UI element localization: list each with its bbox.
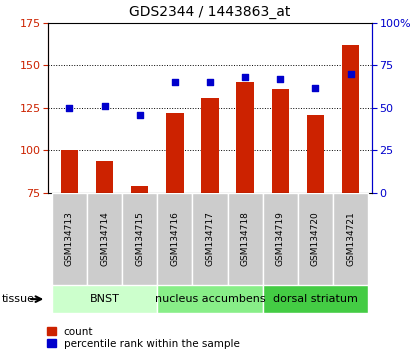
Bar (87, 193, 122, 285)
Bar (122, 193, 157, 285)
Bar (298, 193, 333, 285)
Text: nucleus accumbens: nucleus accumbens (155, 294, 265, 304)
Bar (263, 285, 368, 313)
Point (277, 76, 284, 82)
Text: GSM134720: GSM134720 (311, 212, 320, 266)
Bar (52, 193, 87, 285)
Point (207, 80, 213, 85)
Point (171, 80, 178, 85)
Point (101, 103, 108, 109)
Text: GSM134718: GSM134718 (241, 211, 249, 267)
Point (312, 85, 319, 90)
Point (66, 105, 73, 111)
Text: dorsal striatum: dorsal striatum (273, 294, 358, 304)
Text: GSM134715: GSM134715 (135, 211, 144, 267)
Bar (166, 113, 184, 193)
Text: BNST: BNST (89, 294, 119, 304)
Bar (307, 115, 324, 193)
Text: GSM134719: GSM134719 (276, 211, 285, 267)
Bar (342, 45, 360, 193)
Bar (271, 89, 289, 193)
Legend: count, percentile rank within the sample: count, percentile rank within the sample (47, 327, 240, 349)
Title: GDS2344 / 1443863_at: GDS2344 / 1443863_at (129, 5, 291, 19)
Bar (157, 193, 192, 285)
Bar (228, 193, 263, 285)
Text: GSM134714: GSM134714 (100, 212, 109, 266)
Bar (333, 193, 368, 285)
Point (242, 75, 249, 80)
Bar (236, 82, 254, 193)
Bar (52, 285, 157, 313)
Text: tissue: tissue (2, 294, 35, 304)
Bar (201, 98, 219, 193)
Point (347, 71, 354, 77)
Text: GSM134713: GSM134713 (65, 211, 74, 267)
Text: GSM134721: GSM134721 (346, 212, 355, 266)
Text: GSM134717: GSM134717 (205, 211, 215, 267)
Text: GSM134716: GSM134716 (171, 211, 179, 267)
Bar (157, 285, 263, 313)
Point (136, 112, 143, 118)
Bar (192, 193, 228, 285)
Bar (96, 161, 113, 193)
Bar (263, 193, 298, 285)
Bar (131, 186, 149, 193)
Bar (60, 150, 78, 193)
